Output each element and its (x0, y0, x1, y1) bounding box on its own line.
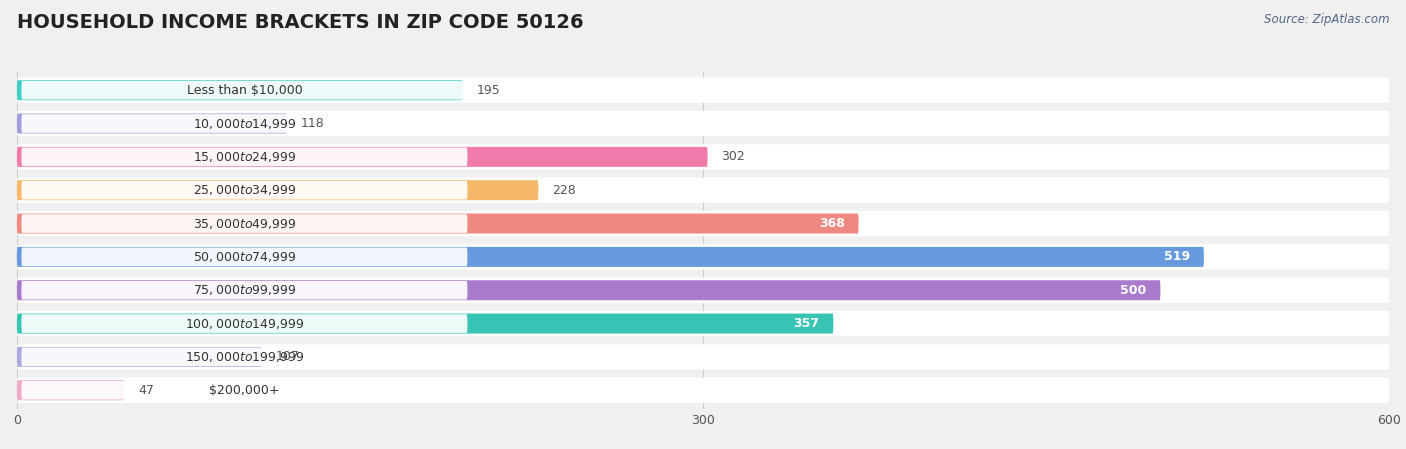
Text: $35,000 to $49,999: $35,000 to $49,999 (193, 216, 297, 230)
FancyBboxPatch shape (17, 111, 1389, 136)
FancyBboxPatch shape (17, 378, 1389, 403)
FancyBboxPatch shape (17, 180, 538, 200)
FancyBboxPatch shape (21, 281, 467, 299)
Text: $50,000 to $74,999: $50,000 to $74,999 (193, 250, 297, 264)
FancyBboxPatch shape (17, 247, 1204, 267)
FancyBboxPatch shape (17, 313, 834, 334)
FancyBboxPatch shape (21, 148, 467, 166)
Text: 302: 302 (721, 150, 745, 163)
FancyBboxPatch shape (21, 214, 467, 233)
Text: $15,000 to $24,999: $15,000 to $24,999 (193, 150, 297, 164)
Text: 228: 228 (553, 184, 576, 197)
Text: $25,000 to $34,999: $25,000 to $34,999 (193, 183, 297, 197)
FancyBboxPatch shape (17, 147, 707, 167)
FancyBboxPatch shape (17, 214, 859, 233)
FancyBboxPatch shape (17, 277, 1389, 303)
Text: 47: 47 (138, 384, 155, 397)
Text: 368: 368 (818, 217, 845, 230)
Text: $150,000 to $199,999: $150,000 to $199,999 (184, 350, 304, 364)
FancyBboxPatch shape (17, 280, 1160, 300)
FancyBboxPatch shape (17, 144, 1389, 170)
FancyBboxPatch shape (17, 380, 124, 400)
FancyBboxPatch shape (17, 344, 1389, 370)
FancyBboxPatch shape (17, 244, 1389, 269)
FancyBboxPatch shape (17, 347, 262, 367)
Text: 357: 357 (793, 317, 820, 330)
Text: Source: ZipAtlas.com: Source: ZipAtlas.com (1264, 13, 1389, 26)
FancyBboxPatch shape (21, 114, 467, 133)
Text: $75,000 to $99,999: $75,000 to $99,999 (193, 283, 297, 297)
Text: $100,000 to $149,999: $100,000 to $149,999 (184, 317, 304, 330)
FancyBboxPatch shape (17, 211, 1389, 236)
Text: 195: 195 (477, 84, 501, 97)
FancyBboxPatch shape (17, 114, 287, 133)
FancyBboxPatch shape (21, 247, 467, 266)
Text: $200,000+: $200,000+ (209, 384, 280, 397)
FancyBboxPatch shape (17, 177, 1389, 203)
FancyBboxPatch shape (21, 381, 467, 400)
FancyBboxPatch shape (21, 348, 467, 366)
Text: 118: 118 (301, 117, 325, 130)
FancyBboxPatch shape (17, 311, 1389, 336)
Text: Less than $10,000: Less than $10,000 (187, 84, 302, 97)
Text: $10,000 to $14,999: $10,000 to $14,999 (193, 117, 297, 131)
FancyBboxPatch shape (21, 81, 467, 100)
Text: 107: 107 (276, 350, 299, 363)
FancyBboxPatch shape (21, 314, 467, 333)
Text: HOUSEHOLD INCOME BRACKETS IN ZIP CODE 50126: HOUSEHOLD INCOME BRACKETS IN ZIP CODE 50… (17, 13, 583, 32)
FancyBboxPatch shape (17, 78, 1389, 103)
Text: 519: 519 (1164, 251, 1189, 264)
FancyBboxPatch shape (17, 80, 463, 100)
Text: 500: 500 (1121, 284, 1147, 297)
FancyBboxPatch shape (21, 181, 467, 199)
